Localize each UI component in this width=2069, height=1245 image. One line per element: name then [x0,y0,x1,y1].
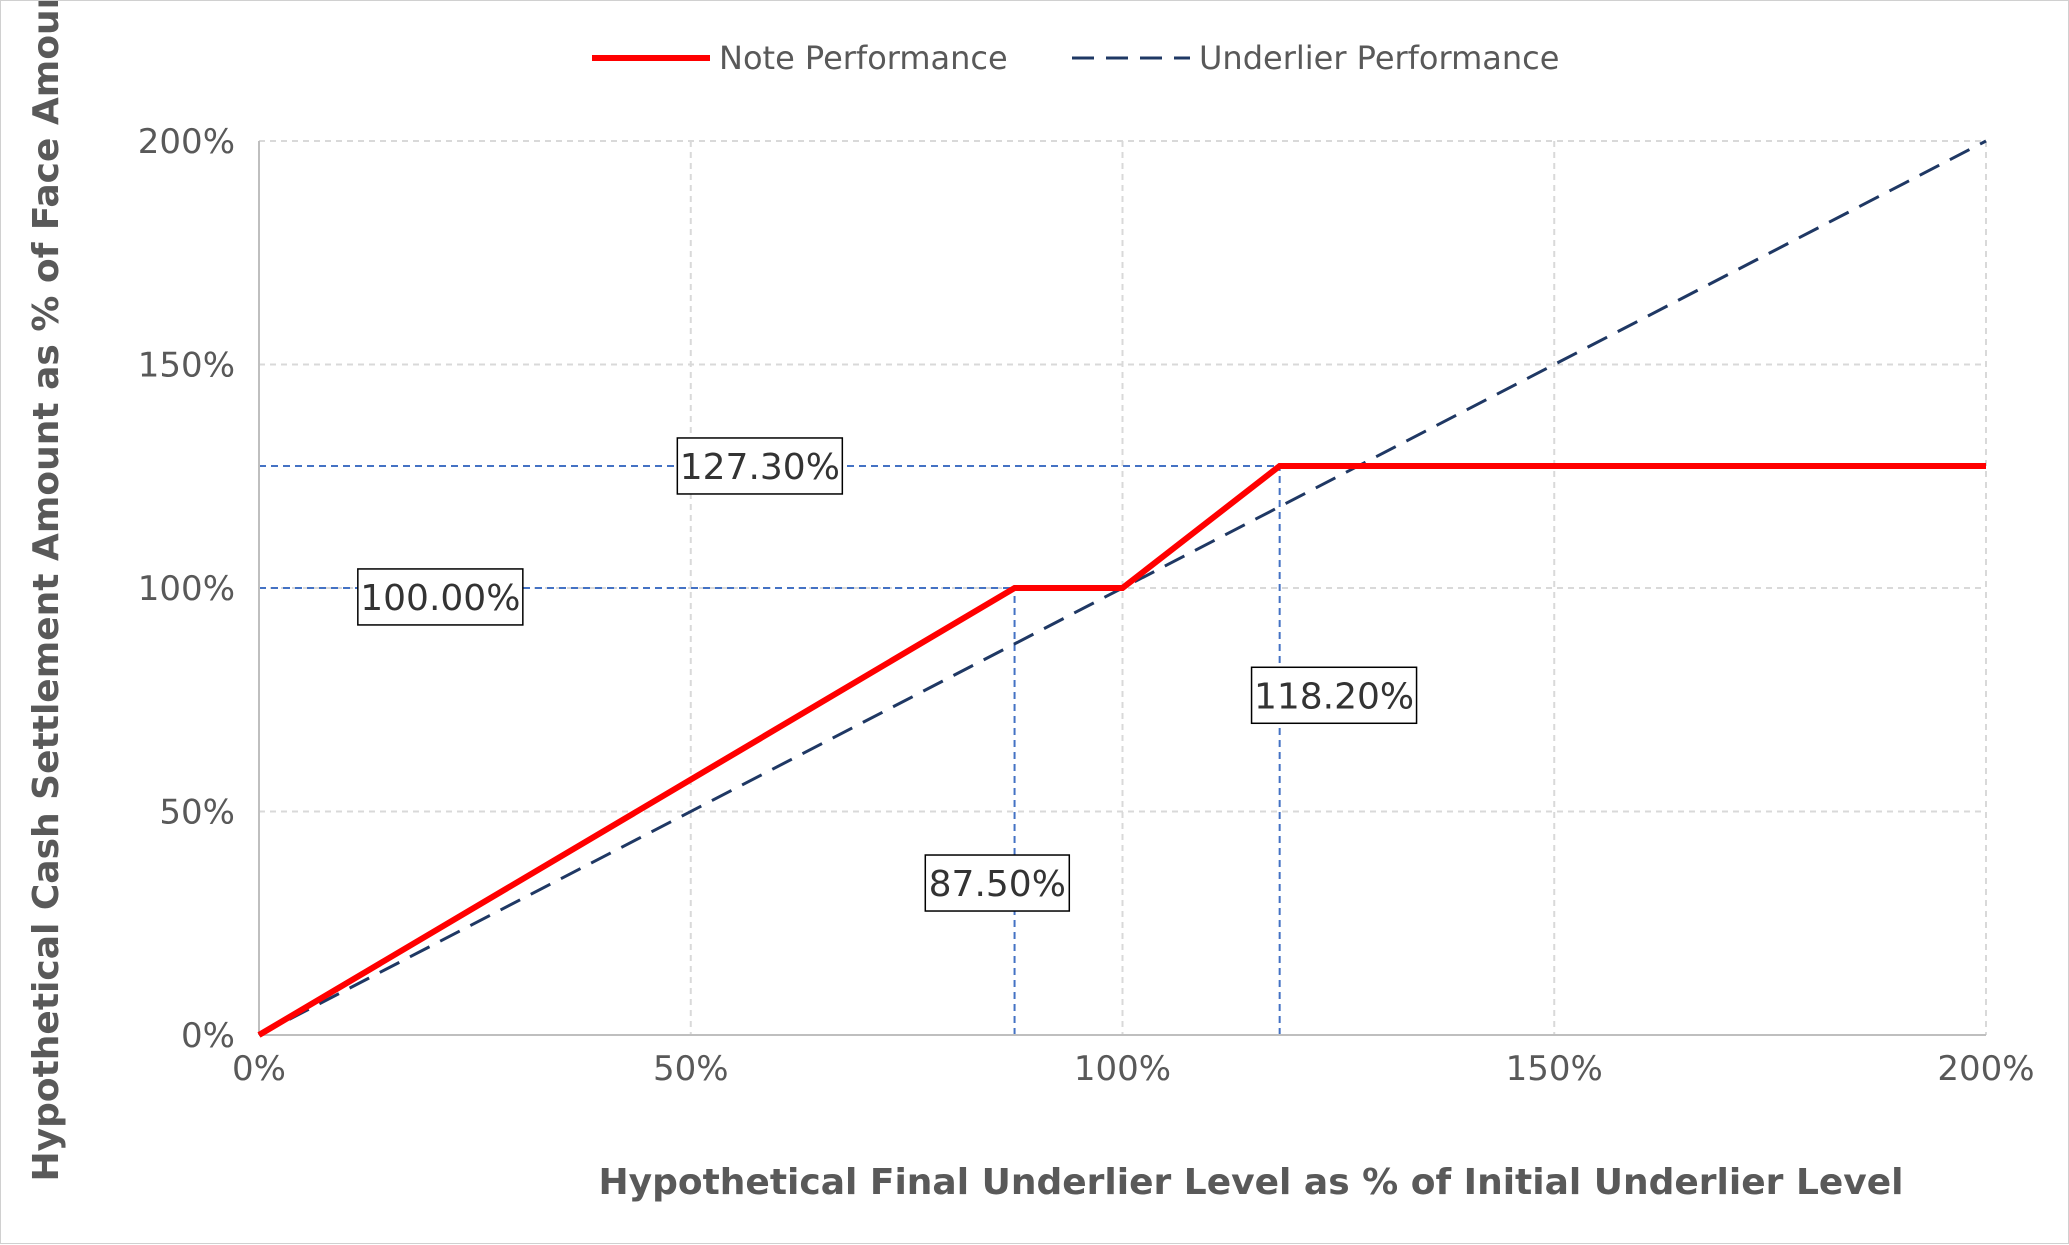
y-tick-label: 200% [138,122,235,162]
annotation-box [676,437,844,495]
annotation-callout: 100.00% [357,568,524,626]
x-tick-label: 200% [1937,1049,2034,1089]
annotation-label: 127.30% [680,447,840,488]
legend-item-1: Underlier Performance [1072,39,1559,77]
legend: Note Performance Underlier Performance [592,39,1559,77]
axes: 0% 50% 100% 150% 200% 0% 50% 100% 150% 200% [138,122,2035,1089]
y-tick-label: 0% [181,1016,235,1056]
annotation-callout: 87.50% [924,854,1071,912]
x-tick-label: 150% [1506,1049,1603,1089]
annotation-callout: 127.30% [676,437,844,495]
y-tick-label: 100% [138,569,235,609]
annotations: 127.30% 100.00% 118.20% 87.50% [357,437,1418,912]
x-tick-label: 50% [653,1049,729,1089]
annotation-label: 100.00% [360,578,520,619]
y-axis-title: Hypothetical Cash Settlement Amount as %… [26,1,67,1182]
annotation-box [924,854,1071,912]
annotation-box [357,568,524,626]
reference-lines [259,464,1281,1035]
x-tick-label: 100% [1074,1049,1171,1089]
annotation-label: 87.50% [929,864,1066,905]
legend-label: Underlier Performance [1199,39,1559,77]
x-tick-label: 0% [232,1049,286,1089]
y-tick-label: 50% [159,793,235,833]
annotation-callout: 118.20% [1250,666,1418,725]
annotation-label: 118.20% [1254,676,1414,717]
legend-label: Note Performance [719,39,1008,77]
y-tick-label: 150% [138,346,235,386]
series-layer [257,139,1987,1038]
series-line-0 [257,462,1986,1038]
annotation-box [1250,666,1418,725]
legend-item-0: Note Performance [592,39,1008,77]
x-axis-title: Hypothetical Final Underlier Level as % … [598,1162,1903,1203]
